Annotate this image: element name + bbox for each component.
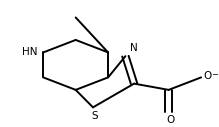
Text: −: − bbox=[211, 70, 218, 79]
Text: HN: HN bbox=[22, 47, 38, 57]
Text: N: N bbox=[130, 43, 138, 53]
Text: O: O bbox=[167, 115, 175, 125]
Text: S: S bbox=[92, 111, 99, 121]
Text: O: O bbox=[203, 71, 212, 81]
